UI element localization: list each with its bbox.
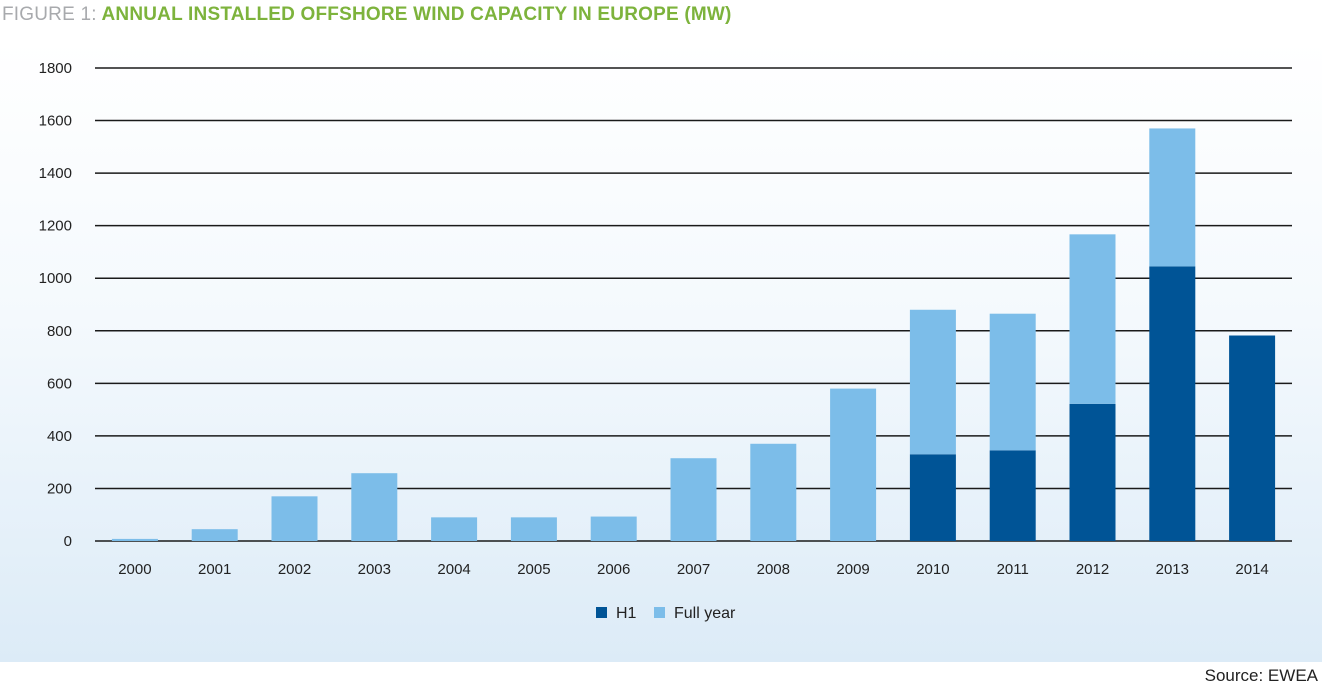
y-tick-label: 1200 (39, 218, 72, 235)
x-tick-label: 2009 (836, 561, 869, 578)
bar-full-year (351, 473, 398, 541)
x-tick-label: 2002 (278, 561, 311, 578)
x-tick-label: 2000 (118, 561, 151, 578)
bar-h1 (1069, 403, 1116, 541)
bar-full-year (431, 517, 478, 541)
x-tick-label: 2006 (597, 561, 630, 578)
y-tick-label: 1000 (39, 270, 72, 287)
bar-full-year (670, 458, 717, 541)
bar-full-year (989, 313, 1036, 451)
bar-chart: 0 200 400 600 800 1000 1200 1400 1600 1800 2000 200… (39, 60, 1292, 622)
bar-full-year (191, 529, 238, 541)
source-note: Source: EWEA (1204, 666, 1318, 685)
y-tick-label: 1400 (39, 165, 72, 182)
legend-label: H1 (616, 605, 637, 622)
y-tick-label: 200 (47, 480, 72, 497)
x-tick-label: 2003 (358, 561, 391, 578)
y-tick-label: 800 (47, 323, 72, 340)
bar-full-year (830, 388, 877, 541)
x-tick-label: 2010 (916, 561, 949, 578)
x-tick-label: 2008 (757, 561, 790, 578)
bar-full-year (590, 516, 637, 541)
bar-full-year (1069, 234, 1116, 404)
y-tick-label: 1800 (39, 60, 72, 77)
chart-title: FIGURE 1: ANNUAL INSTALLED OFFSHORE WIND… (2, 4, 732, 26)
bar-full-year (510, 517, 557, 541)
x-tick-label: 2014 (1235, 561, 1268, 578)
title-text: ANNUAL INSTALLED OFFSHORE WIND CAPACITY … (101, 4, 732, 25)
bar-full-year (909, 309, 956, 455)
y-tick-label: 1600 (39, 113, 72, 130)
x-tick-label: 2004 (437, 561, 470, 578)
legend-swatch (596, 607, 607, 618)
legend-label: Full year (674, 605, 736, 622)
x-tick-label: 2007 (677, 561, 710, 578)
bar-full-year (750, 443, 797, 541)
y-tick-label: 600 (47, 375, 72, 392)
x-tick-label: 2013 (1156, 561, 1189, 578)
bar-full-year (111, 538, 158, 541)
bar-h1 (989, 450, 1036, 541)
bar-full-year (1149, 128, 1196, 267)
bar-full-year (271, 496, 318, 541)
y-tick-label: 400 (47, 428, 72, 445)
x-tick-label: 2012 (1076, 561, 1109, 578)
y-tick-label: 0 (64, 533, 72, 550)
bar-h1 (909, 454, 956, 541)
x-tick-label: 2011 (997, 561, 1029, 578)
bar-h1 (1149, 266, 1196, 541)
bar-h1 (1229, 335, 1276, 541)
x-tick-label: 2001 (198, 561, 231, 578)
x-tick-label: 2005 (517, 561, 550, 578)
legend-swatch (654, 607, 665, 618)
figure-label: FIGURE 1: (2, 4, 97, 25)
